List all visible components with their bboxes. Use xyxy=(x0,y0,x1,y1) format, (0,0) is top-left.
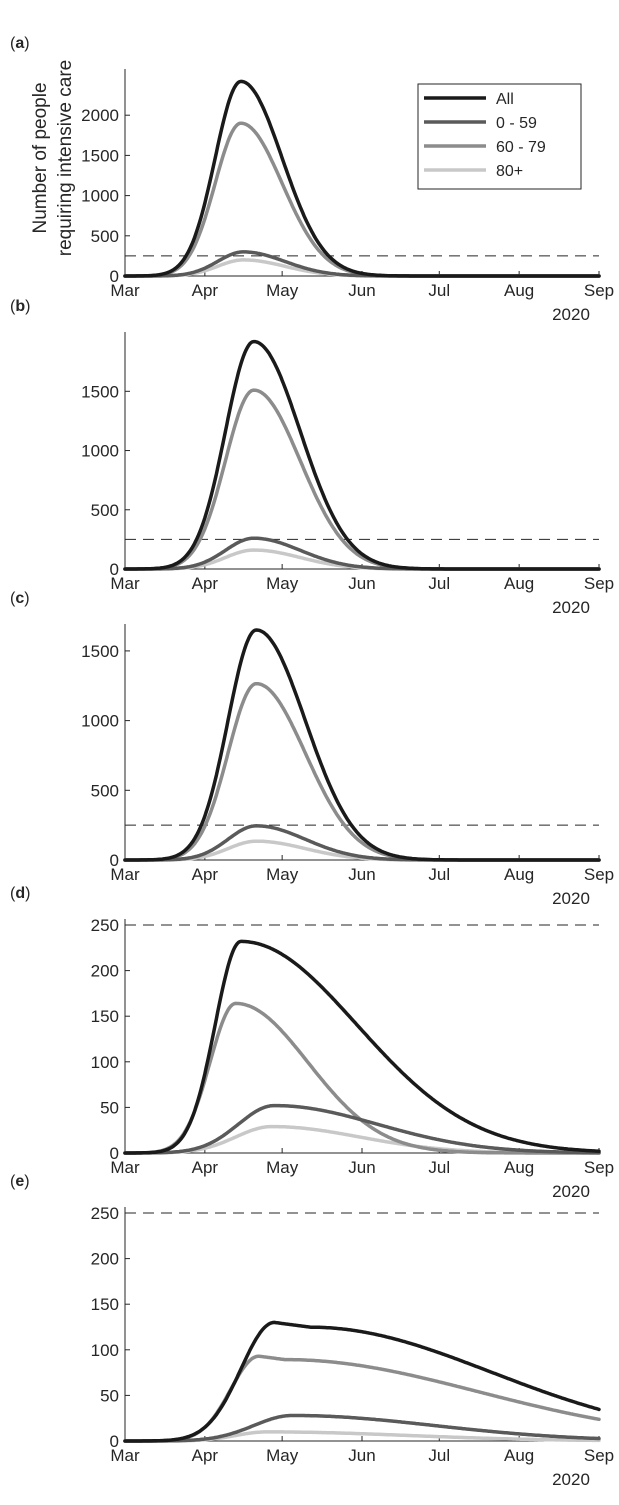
legend: All 0 - 59 60 - 79 80+ xyxy=(417,83,582,190)
series-line-All xyxy=(123,1320,601,1443)
y-tick-label: 0 xyxy=(110,1144,119,1163)
legend-label: 60 - 79 xyxy=(496,139,546,156)
x-tick-label: Apr xyxy=(192,1446,219,1465)
year-label: 2020 xyxy=(552,1182,590,1201)
y-tick-label: 0 xyxy=(110,851,119,870)
y-tick-label: 150 xyxy=(91,1007,119,1026)
y-tick-label: 50 xyxy=(100,1386,119,1405)
x-tick-label: Aug xyxy=(504,281,534,300)
series-line-All xyxy=(123,79,601,278)
y-tick-label: 250 xyxy=(91,916,119,935)
x-tick-label: Jul xyxy=(428,574,450,593)
x-tick-label: Sep xyxy=(584,1158,614,1177)
legend-label: 0 - 59 xyxy=(496,115,537,132)
panel-label: (d) xyxy=(10,885,30,902)
panel-label: (c) xyxy=(10,590,30,607)
x-tick-label: May xyxy=(266,574,299,593)
y-tick-label: 200 xyxy=(91,962,119,981)
series-line-059 xyxy=(123,1413,601,1443)
y-tick-label: 100 xyxy=(91,1341,119,1360)
series-line-6079 xyxy=(123,1354,601,1443)
y-tick-label: 100 xyxy=(91,1053,119,1072)
y-tick-label: 1000 xyxy=(81,187,119,206)
x-tick-label: Sep xyxy=(584,574,614,593)
x-tick-label: Sep xyxy=(584,1446,614,1465)
series-line-All xyxy=(123,628,601,862)
x-tick-label: May xyxy=(266,1158,299,1177)
y-tick-label: 0 xyxy=(110,560,119,579)
y-tick-label: 0 xyxy=(110,267,119,286)
panel-label: (b) xyxy=(10,298,30,315)
x-tick-label: Aug xyxy=(504,865,534,884)
x-tick-label: Sep xyxy=(584,281,614,300)
x-tick-label: Mar xyxy=(110,865,140,884)
x-tick-label: Jul xyxy=(428,281,450,300)
year-label: 2020 xyxy=(552,1470,590,1489)
y-tick-label: 250 xyxy=(91,1204,119,1223)
x-tick-label: Jul xyxy=(428,865,450,884)
x-tick-label: Mar xyxy=(110,1446,140,1465)
x-tick-label: Jun xyxy=(348,281,375,300)
panel-a: (a) 0 500 1000 1500 2000 Mar Apr May Jun Jul Aug Sep… xyxy=(10,35,614,324)
y-tick-label: 200 xyxy=(91,1250,119,1269)
x-tick-label: Apr xyxy=(192,574,219,593)
x-tick-label: Mar xyxy=(110,1158,140,1177)
x-tick-label: Sep xyxy=(584,865,614,884)
x-tick-label: Apr xyxy=(192,1158,219,1177)
panel-e: (e) 0 50 100 150 200 250 Mar Apr May Jun Jul Aug Sep 2… xyxy=(10,1173,614,1489)
y-tick-label: 500 xyxy=(91,227,119,246)
x-tick-label: Mar xyxy=(110,574,140,593)
panel-d: (d) 0 50 100 150 200 250 Mar Apr May Jun Jul Aug Sep 2… xyxy=(10,885,614,1201)
x-tick-label: Aug xyxy=(504,574,534,593)
y-tick-label: 1500 xyxy=(81,642,119,661)
y-tick-label: 50 xyxy=(100,1098,119,1117)
y-tick-label: 1500 xyxy=(81,146,119,165)
y-tick-label: 1500 xyxy=(81,382,119,401)
y-axis-label: Number of people requiring intensive care xyxy=(30,60,76,256)
x-tick-label: Apr xyxy=(192,281,219,300)
y-axis-label-line: Number of people xyxy=(30,82,51,233)
x-tick-label: Jun xyxy=(348,1446,375,1465)
series-line-6079 xyxy=(123,1001,601,1155)
y-tick-label: 2000 xyxy=(81,106,119,125)
x-tick-label: Jun xyxy=(348,574,375,593)
y-tick-label: 1000 xyxy=(81,442,119,461)
year-label: 2020 xyxy=(552,889,590,908)
x-tick-label: Jun xyxy=(348,865,375,884)
panel-label: (e) xyxy=(10,1173,30,1190)
x-tick-label: May xyxy=(266,281,299,300)
x-tick-label: Apr xyxy=(192,865,219,884)
panel-label: (a) xyxy=(10,35,30,52)
y-tick-label: 500 xyxy=(91,781,119,800)
x-tick-label: Mar xyxy=(110,281,140,300)
x-tick-label: Jul xyxy=(428,1158,450,1177)
x-tick-label: Jul xyxy=(428,1446,450,1465)
panel-b: (b) 0 500 1000 1500 Mar Apr May Jun Jul Aug Sep 2020 xyxy=(10,298,614,617)
panel-c: (c) 0 500 1000 1500 Mar Apr May Jun Jul Aug Sep 2020 xyxy=(10,590,614,908)
x-tick-label: Aug xyxy=(504,1446,534,1465)
y-tick-label: 1000 xyxy=(81,712,119,731)
x-tick-label: Aug xyxy=(504,1158,534,1177)
series-line-All xyxy=(123,939,601,1155)
year-label: 2020 xyxy=(552,305,590,324)
y-axis-label-line: requiring intensive care xyxy=(55,60,76,256)
x-tick-label: May xyxy=(266,865,299,884)
series-line-059 xyxy=(123,1103,601,1155)
y-tick-label: 500 xyxy=(91,501,119,520)
series-line-All xyxy=(123,339,601,571)
x-tick-label: Jun xyxy=(348,1158,375,1177)
legend-label: 80+ xyxy=(496,163,523,180)
x-tick-label: May xyxy=(266,1446,299,1465)
y-tick-label: 0 xyxy=(110,1432,119,1451)
legend-label: All xyxy=(496,91,514,108)
year-label: 2020 xyxy=(552,598,590,617)
y-tick-label: 150 xyxy=(91,1295,119,1314)
